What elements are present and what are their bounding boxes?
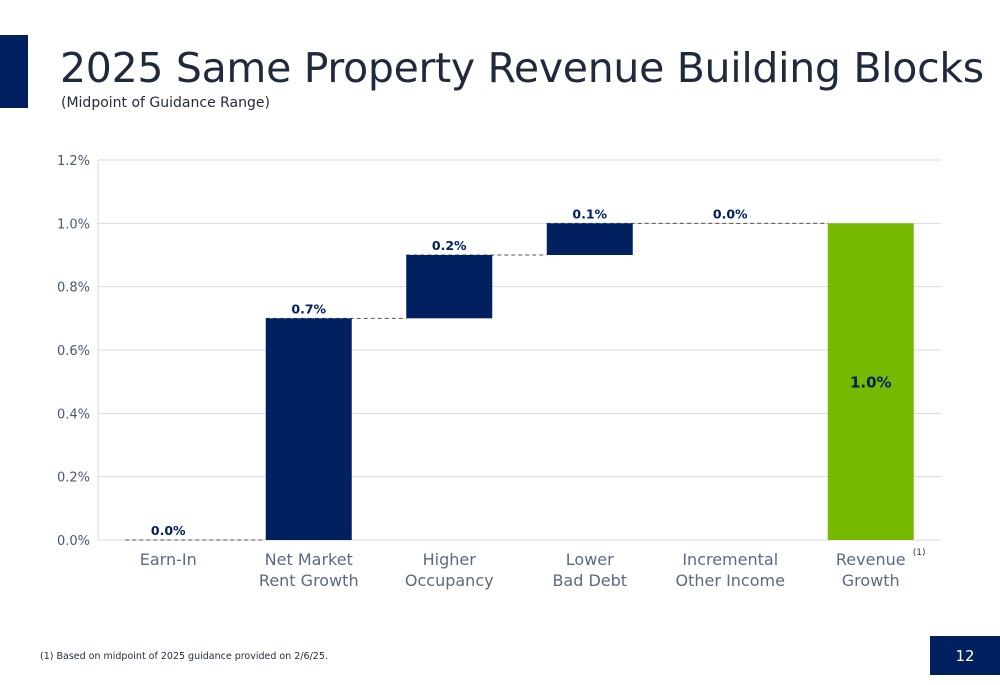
y-tick-label: 1.2%	[57, 154, 90, 169]
x-category-label: Lower	[566, 550, 614, 569]
bar	[546, 223, 633, 255]
x-category-label: Earn-In	[140, 550, 197, 569]
x-category-label: Other Income	[676, 571, 785, 590]
y-tick-label: 0.6%	[57, 344, 90, 359]
x-category-label: Rent Growth	[259, 571, 359, 590]
data-label: 0.0%	[151, 523, 186, 538]
slide-subtitle: (Midpoint of Guidance Range)	[61, 95, 270, 111]
x-category-label: Growth	[842, 571, 900, 590]
y-tick-label: 0.2%	[57, 471, 90, 486]
x-category-label: Net Market	[265, 550, 353, 569]
x-category-label: Revenue	[836, 550, 906, 569]
page-number: 12	[930, 636, 1000, 675]
y-tick-label: 1.0%	[57, 217, 90, 232]
x-category-label: Higher	[423, 550, 477, 569]
bar	[827, 223, 914, 541]
slide-title: 2025 Same Property Revenue Building Bloc…	[60, 44, 984, 92]
y-tick-label: 0.4%	[57, 407, 90, 422]
data-label: 0.1%	[572, 206, 607, 221]
data-label: 1.0%	[850, 374, 892, 392]
data-label: 0.7%	[291, 301, 326, 316]
x-category-label: Bad Debt	[552, 571, 627, 590]
accent-bar	[0, 35, 28, 108]
x-category-label: Incremental	[682, 550, 778, 569]
x-category-label: Occupancy	[405, 571, 494, 590]
footnote: (1) Based on midpoint of 2025 guidance p…	[40, 651, 328, 662]
bar	[406, 255, 493, 319]
data-label: 0.0%	[713, 206, 748, 221]
y-tick-label: 0.8%	[57, 281, 90, 296]
y-tick-label: 0.0%	[57, 534, 90, 549]
waterfall-chart: 0.0% 0.2% 0.4% 0.6% 0.8% 1.0% 1.2% 0.0% 0.7% 0.2%…	[57, 154, 941, 590]
data-label: 0.2%	[432, 238, 467, 253]
footnote-marker: (1)	[913, 548, 926, 558]
bar	[265, 318, 352, 540]
